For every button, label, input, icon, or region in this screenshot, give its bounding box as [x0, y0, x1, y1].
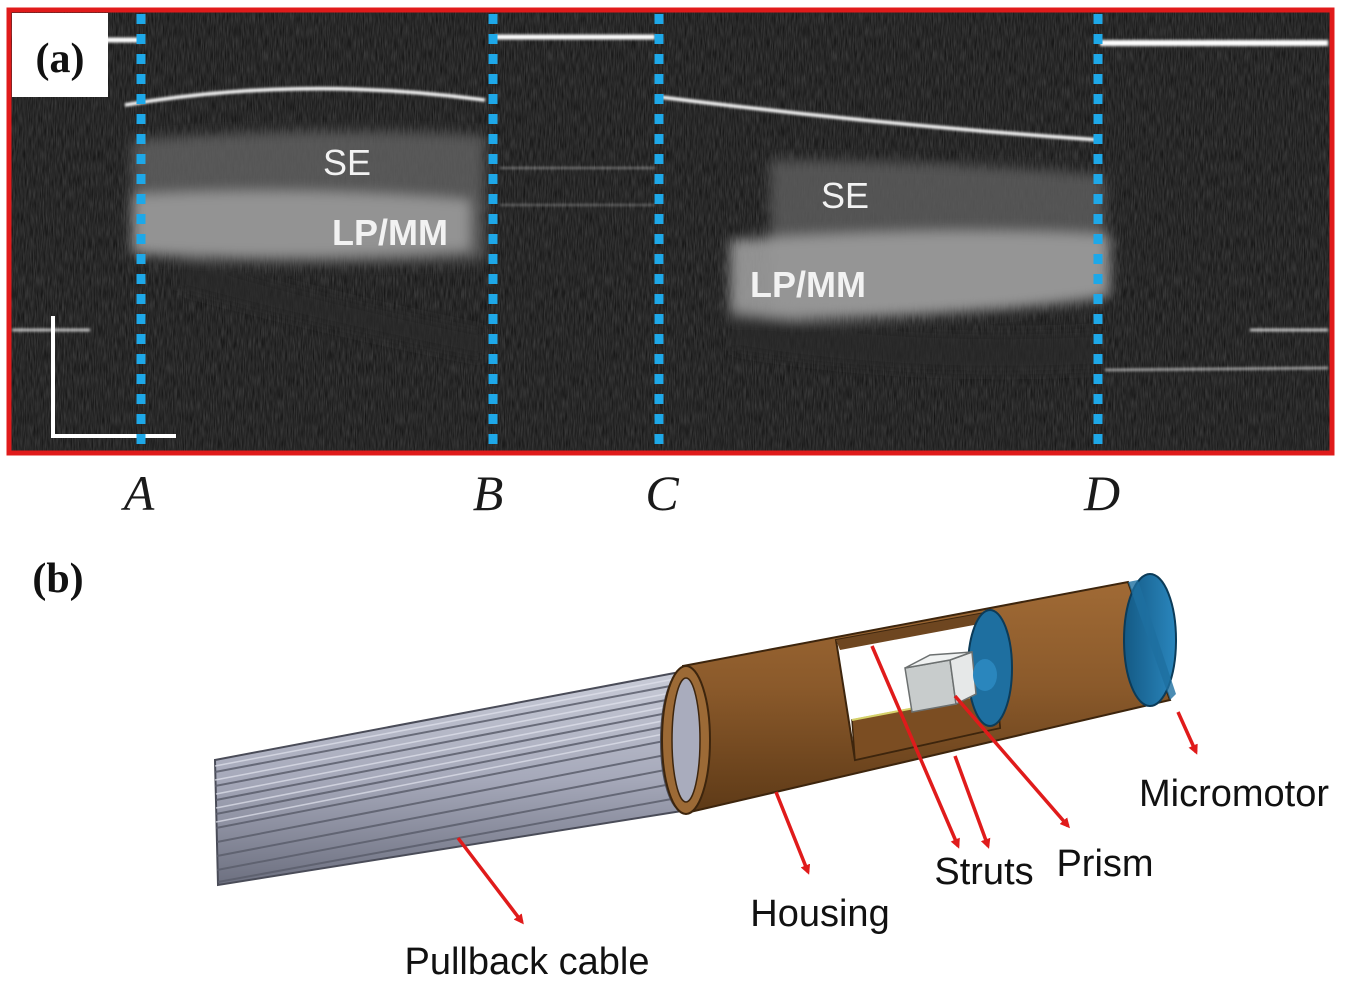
arrow-housing: [774, 791, 811, 875]
device-illustration: [213, 573, 1177, 887]
lower-line-right-2: [1104, 366, 1329, 372]
arrow-pullback-cable: [456, 836, 524, 925]
surface-line-left: [124, 86, 486, 107]
label-pullback-cable: Pullback cable: [404, 941, 649, 982]
marker-c: C: [645, 465, 679, 521]
panel-b-label: (b): [32, 556, 83, 602]
oct-image-panel: (a) SE LP/MM SE LP/MM: [6, 7, 1335, 456]
tissue-region-right: [730, 160, 1110, 373]
oct-image-frame: [6, 7, 1335, 456]
surface-line-right: [659, 95, 1101, 142]
surface-lines: [12, 34, 1329, 372]
arrow-micromotor: [1176, 711, 1198, 755]
panel-a-label-box: [12, 13, 108, 97]
pullback-cable: [213, 670, 706, 887]
panel-a-label: (a): [36, 36, 85, 82]
marker-b: B: [473, 465, 504, 521]
arrow-struts-2: [953, 755, 991, 849]
marker-a: A: [121, 465, 155, 521]
callout-labels: Micromotor Struts Prism Housing Pullback…: [404, 773, 1329, 982]
prism: [904, 650, 997, 713]
boundary-markers: A B C D: [121, 465, 1120, 521]
tissue-label-se-right: SE: [821, 175, 869, 216]
boundary-lines: [136, 14, 1103, 448]
marker-d: D: [1083, 465, 1120, 521]
arrow-prism: [953, 694, 1070, 829]
label-prism: Prism: [1056, 843, 1153, 885]
callout-arrows: [456, 645, 1198, 925]
tissue-label-lpmm-right: LP/MM: [750, 264, 866, 305]
strut-top: [836, 612, 990, 650]
housing: [661, 573, 1177, 815]
label-struts: Struts: [934, 851, 1033, 893]
label-micromotor: Micromotor: [1139, 773, 1329, 815]
arrow-struts-1: [870, 645, 960, 849]
tissue-label-lpmm-left: LP/MM: [332, 212, 448, 253]
label-housing: Housing: [750, 893, 889, 935]
scale-bar: [51, 316, 176, 438]
tissue-region-left: [132, 131, 485, 360]
tissue-label-se-left: SE: [323, 142, 371, 183]
